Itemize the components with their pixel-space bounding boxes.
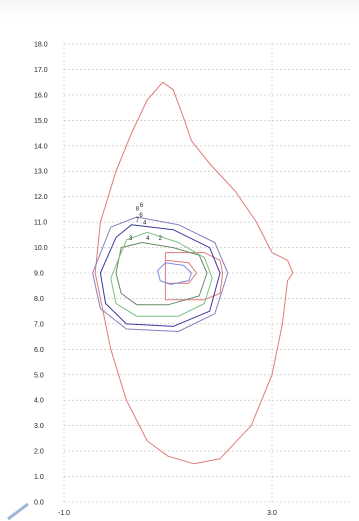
series-line-0 bbox=[94, 81, 294, 465]
contour-label: 4 bbox=[146, 236, 150, 242]
contour-label: 4 bbox=[143, 221, 147, 227]
y-tick-label: 11.0 bbox=[34, 220, 47, 227]
contour-label: 3 bbox=[129, 236, 133, 242]
contour-label: 6 bbox=[140, 203, 144, 209]
series-line-2 bbox=[165, 259, 198, 284]
top-strip bbox=[0, 0, 359, 18]
y-tick-label: 9.0 bbox=[34, 271, 44, 278]
y-tick-label: 5.0 bbox=[34, 372, 44, 379]
contour-label: 8 bbox=[136, 207, 140, 213]
y-tick-label: 17.0 bbox=[34, 67, 48, 74]
contour-label: 6 bbox=[139, 213, 143, 219]
contour-label: 2 bbox=[159, 236, 163, 242]
y-tick-label: 2.0 bbox=[34, 449, 44, 456]
contour-label: 7 bbox=[136, 218, 140, 224]
x-tick-label: 3.0 bbox=[267, 510, 277, 517]
series-line-5 bbox=[110, 231, 213, 317]
corner-decoration bbox=[7, 502, 29, 521]
series-line-4 bbox=[115, 242, 208, 306]
y-tick-label: 8.0 bbox=[34, 296, 44, 303]
series-line-6 bbox=[99, 224, 221, 327]
y-tick-label: 0.0 bbox=[34, 500, 44, 507]
y-tick-label: 12.0 bbox=[34, 194, 48, 201]
x-tick-label: -1.0 bbox=[58, 510, 70, 517]
series-line-1 bbox=[164, 252, 224, 301]
y-tick-label: 10.0 bbox=[34, 245, 48, 252]
y-tick-label: 15.0 bbox=[34, 118, 48, 125]
axis-ticks: 0.0 1.0 2.0 3.0 4.0 5.0 6.0 7.0 8.0 9.0 10.0 11.0 12… bbox=[34, 42, 277, 518]
y-tick-label: 4.0 bbox=[34, 398, 44, 405]
series-line-3 bbox=[157, 262, 192, 285]
y-tick-label: 3.0 bbox=[34, 423, 44, 430]
y-tick-label: 16.0 bbox=[34, 92, 48, 99]
grid-lines bbox=[63, 43, 350, 503]
y-tick-label: 14.0 bbox=[34, 143, 48, 150]
y-tick-label: 13.0 bbox=[34, 169, 48, 176]
y-tick-label: 1.0 bbox=[34, 474, 44, 481]
series-lines bbox=[92, 81, 294, 465]
y-tick-label: 6.0 bbox=[34, 347, 44, 354]
series-line-7 bbox=[92, 216, 229, 332]
y-tick-label: 18.0 bbox=[34, 42, 48, 49]
y-tick-label: 7.0 bbox=[34, 321, 44, 328]
